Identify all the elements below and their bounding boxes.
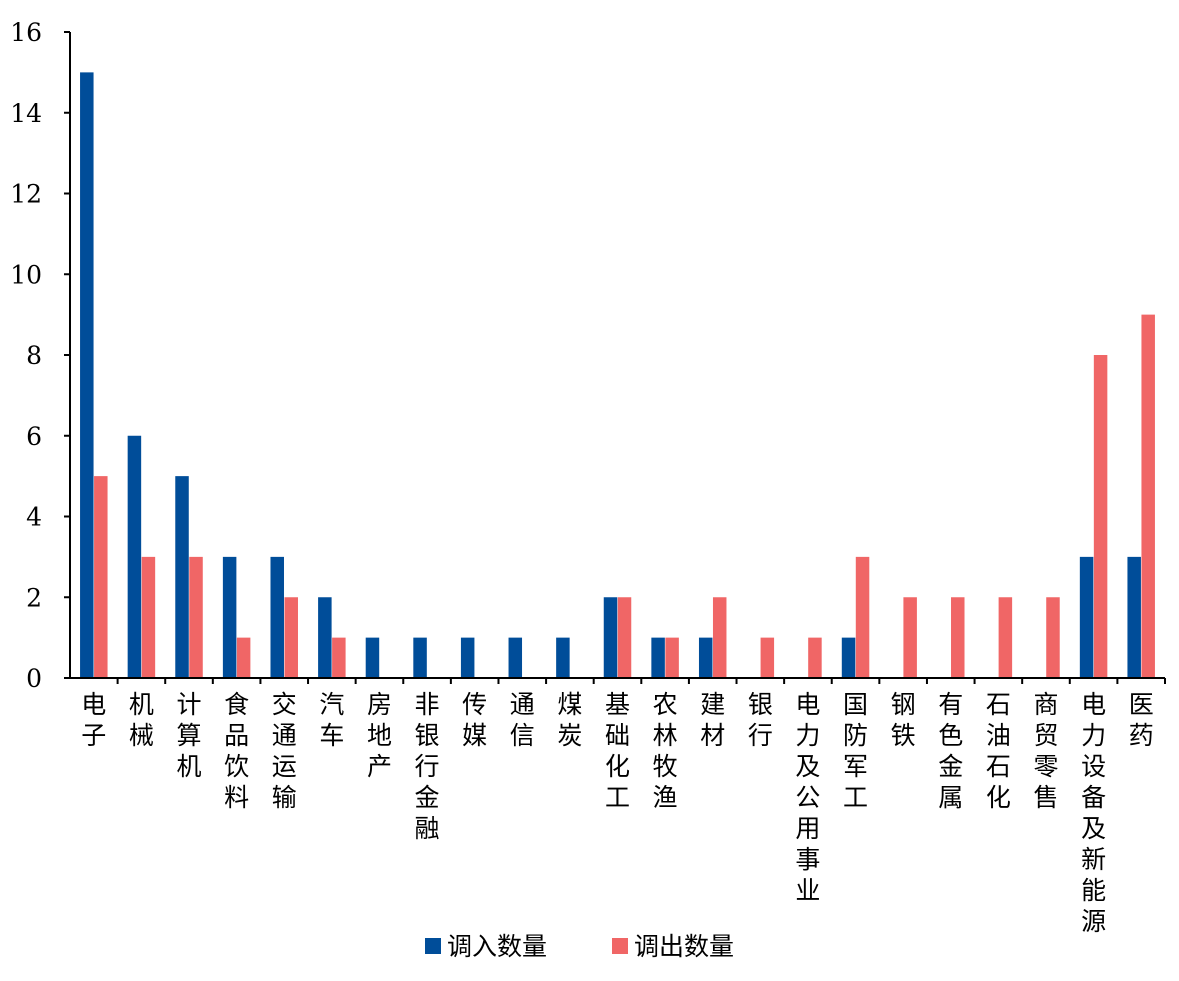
bar-outflow [141,556,156,678]
bar-inflow [508,637,523,678]
bar-inflow [651,637,665,678]
bar-outflow [712,597,727,678]
bar-inflow [1079,556,1094,678]
x-tick-label: 房地产 [367,690,392,781]
bar-outflow [332,637,346,678]
x-tick-label: 传媒 [462,690,487,750]
bar-outflow [617,597,632,678]
bar-inflow [603,597,618,678]
bar-outflow [855,556,870,678]
bar-outflow [1046,597,1060,678]
bar-inflow [127,435,142,678]
bar-inflow [222,556,237,678]
x-tick-label: 建材 [700,690,725,750]
x-tick-label: 商贸零售 [1033,690,1058,812]
bar-inflow [175,476,189,678]
legend-swatch [425,938,441,954]
y-tick-label: 16 [10,18,42,47]
bar-outflow [760,637,775,678]
x-tick-label: 银行 [748,690,773,750]
bar-outflow [998,597,1013,678]
x-tick-label: 汽车 [319,690,344,750]
bar-outflow [284,597,298,678]
bar-inflow [841,637,856,678]
x-axis-labels: 电子机械计算机食品饮料交通运输汽车房地产非银行金融传媒通信煤炭基础化工农林牧渔建… [81,678,1166,936]
bar-outflow [94,476,108,678]
bar-outflow [236,637,251,678]
bar-inflow [80,72,94,678]
legend-swatch [612,938,628,954]
x-tick-label: 国防军工 [843,690,868,812]
bar-outflow [1093,355,1108,678]
legend-label: 调入数量 [447,932,547,961]
y-tick-label: 14 [10,99,42,128]
x-tick-label: 机械 [129,690,154,750]
x-tick-label: 非银行金融 [415,690,440,843]
bar-outflow [903,597,917,678]
y-tick-label: 8 [26,341,42,370]
legend: 调入数量 调出数量 [425,932,734,961]
legend-label: 调出数量 [634,932,734,961]
x-tick-label: 电力及公用事业 [795,690,820,905]
bar-outflow [808,637,822,678]
bar-outflow [189,556,203,678]
x-tick-label: 钢铁 [891,690,916,750]
x-tick-label: 电子 [81,690,106,750]
bar-inflow [270,556,284,678]
bar-outflow [665,637,679,678]
x-tick-label: 食品饮料 [224,690,249,812]
x-tick-label: 煤炭 [557,690,582,750]
bar-inflow [556,637,570,678]
legend-item-outflow: 调出数量 [612,932,734,961]
legend-item-inflow: 调入数量 [425,932,547,961]
bar-outflow [951,597,965,678]
bar-outflow [1141,314,1155,678]
x-tick-label: 医药 [1129,690,1154,750]
x-tick-label: 农林牧渔 [653,690,678,812]
x-tick-label: 石油石化 [986,690,1011,812]
y-tick-label: 10 [10,260,42,289]
y-tick-label: 6 [26,422,42,451]
y-tick-label: 2 [26,583,42,612]
x-tick-label: 计算机 [177,690,202,781]
y-tick-label: 4 [26,503,42,532]
x-tick-label: 通信 [510,690,535,750]
bars-layer [80,72,1155,678]
bar-inflow [365,637,380,678]
bar-inflow [413,637,427,678]
x-tick-label: 基础化工 [605,690,630,812]
bar-inflow [1127,556,1141,678]
bar-inflow [460,637,475,678]
y-tick-label: 0 [26,664,42,693]
x-tick-label: 有色金属 [938,690,963,812]
bar-inflow [318,597,332,678]
y-axis-ticks: 0 2 4 6 8 10 12 14 16 [10,18,70,693]
x-tick-label: 电力设备及新能源 [1081,690,1106,936]
bar-inflow [698,637,713,678]
x-tick-label: 交通运输 [272,690,297,812]
y-tick-label: 12 [10,180,42,209]
